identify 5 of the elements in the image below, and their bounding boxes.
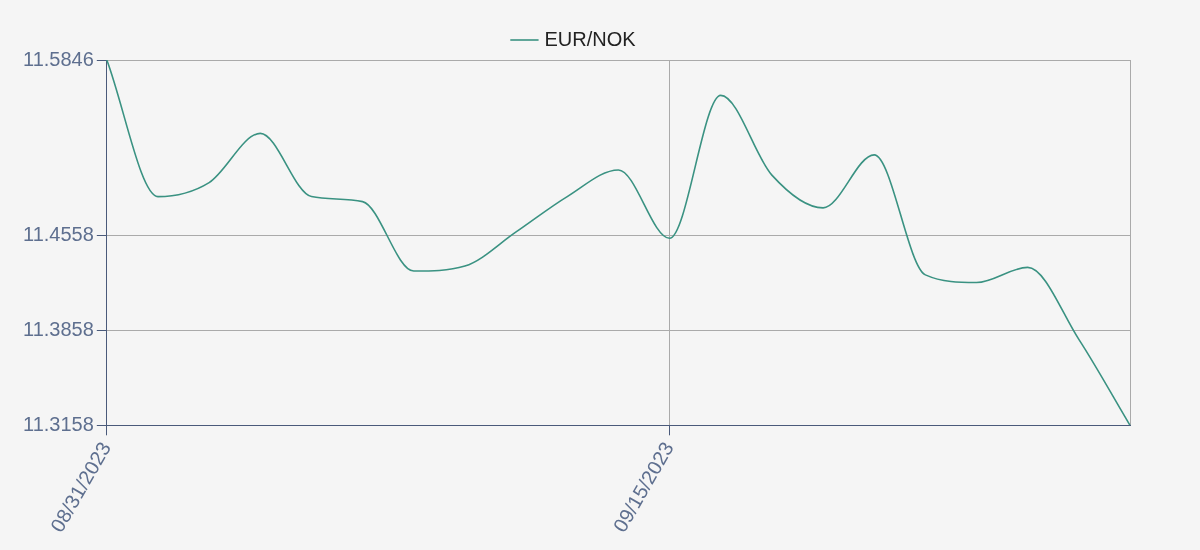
y-tick-label: 11.5846 [23,47,94,70]
legend-label: EUR/NOK [544,27,637,50]
y-tick-label: 11.4558 [23,222,94,245]
y-tick-label: 11.3858 [23,317,94,340]
y-tick-label: 11.3158 [23,412,94,435]
